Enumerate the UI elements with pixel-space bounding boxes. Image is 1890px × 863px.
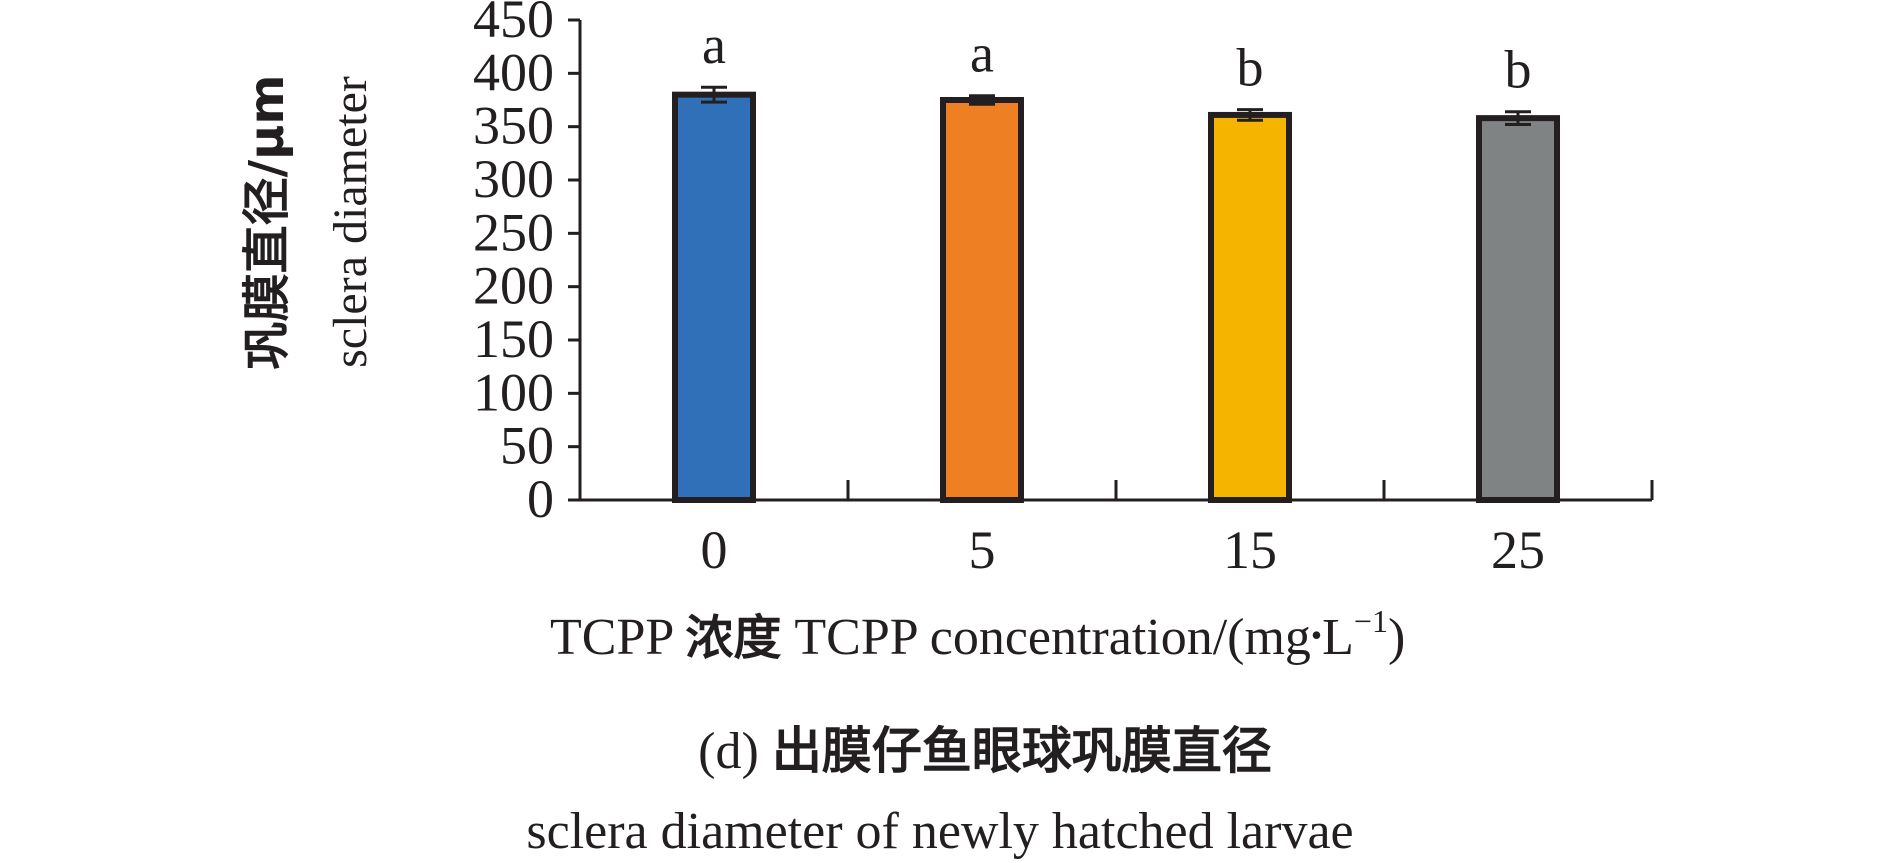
significance-letter: b: [1237, 38, 1264, 98]
significance-letter: b: [1505, 40, 1532, 100]
y-tick-label: 0: [527, 469, 554, 529]
y-tick-label: 400: [473, 42, 554, 102]
x-axis-title-prefix: TCPP: [550, 609, 685, 666]
x-tick-label: 15: [1223, 520, 1277, 580]
caption-cn: 出膜仔鱼眼球巩膜直径: [772, 722, 1272, 780]
caption-prefix: (d): [698, 723, 772, 780]
y-axis-title-en: sclera diameter: [324, 76, 377, 368]
x-tick-label: 5: [969, 520, 996, 580]
y-tick-label: 150: [473, 309, 554, 369]
x-axis-title-L: L: [1322, 609, 1354, 666]
y-axis-title-cn: 巩膜直径/μm: [239, 75, 295, 370]
caption-line1: (d) 出膜仔鱼眼球巩膜直径: [698, 722, 1272, 780]
bar: [1208, 111, 1292, 504]
x-tick-label: 25: [1491, 520, 1545, 580]
y-tick-label: 300: [473, 149, 554, 209]
y-tick-label: 100: [473, 362, 554, 422]
y-tick-label: 450: [473, 0, 554, 49]
x-axis-title: TCPP 浓度 TCPP concentration/(mg•L−1): [550, 603, 1405, 666]
significance-letter: a: [970, 24, 994, 84]
significance-letter: a: [702, 15, 726, 75]
y-tick-label: 250: [473, 202, 554, 262]
x-axis-title-close: ): [1388, 609, 1405, 666]
y-tick-label: 50: [500, 416, 554, 476]
y-tick-label: 200: [473, 256, 554, 316]
x-axis-title-sup: −1: [1354, 603, 1388, 639]
x-axis-title-dot: •: [1311, 617, 1322, 653]
x-axis-title-cn: 浓度: [685, 610, 781, 666]
x-tick-label: 0: [701, 520, 728, 580]
y-tick-label: 350: [473, 96, 554, 156]
x-axis-title-rest: TCPP concentration/(mg: [781, 609, 1311, 666]
bar: [672, 91, 756, 504]
caption-line2: sclera diameter of newly hatched larvae: [526, 803, 1353, 860]
x-axis-ticks: 0 5 15 25: [701, 480, 1654, 580]
bar: [1476, 115, 1560, 503]
bar: [940, 97, 1024, 503]
